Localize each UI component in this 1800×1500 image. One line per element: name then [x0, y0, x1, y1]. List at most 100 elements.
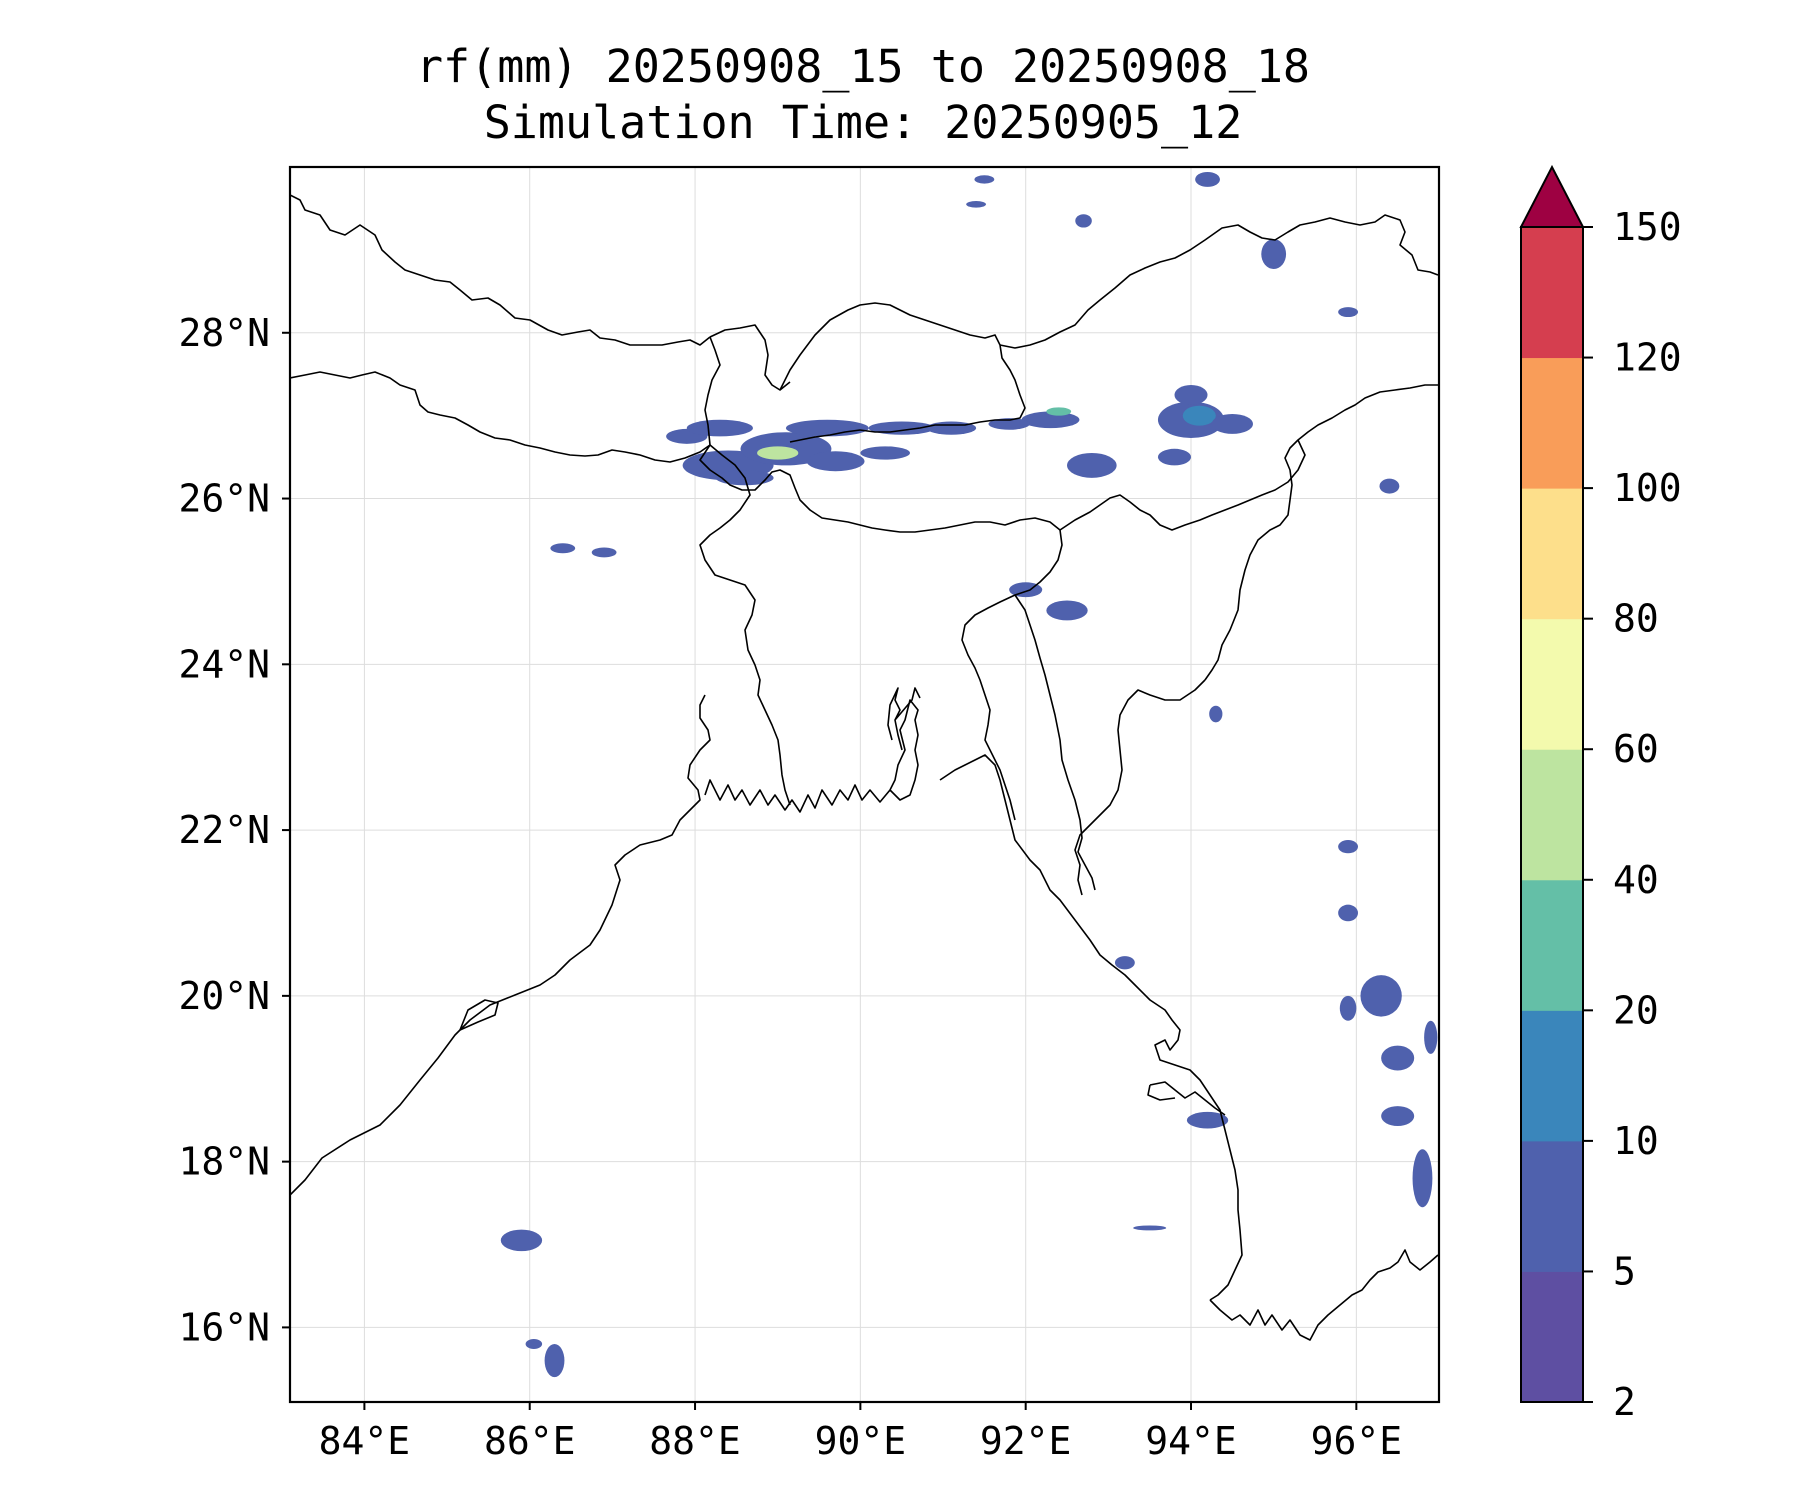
- rain-cell-13: [988, 418, 1030, 430]
- rain-cell-24: [966, 200, 987, 208]
- border-arunachal: [999, 214, 1439, 349]
- border-bhutan: [779, 302, 1026, 443]
- colorbar-label-2: 10: [1613, 1119, 1659, 1163]
- colorbar: 2 5 10 20 40 60 80 100 120 150: [1519, 164, 1682, 1424]
- rain-cell-14: [1067, 452, 1117, 478]
- rainfall-field: [500, 171, 1438, 1378]
- lon-tick-label-3: 90°E: [815, 1419, 907, 1463]
- coastline-myanmar-west: [939, 754, 1243, 1301]
- lat-tick-label-5: 26°N: [178, 477, 270, 521]
- map-gridlines: [290, 167, 1439, 1402]
- rain-cell-6: [686, 419, 753, 437]
- lon-tick-label-0: 84°E: [319, 1419, 411, 1463]
- colorbar-label-9: 150: [1613, 205, 1682, 249]
- colorbar-outline: [1520, 226, 1584, 1403]
- colorbar-label-3: 20: [1613, 988, 1659, 1032]
- lon-tick-label-4: 92°E: [980, 1419, 1072, 1463]
- rain-cell-28: [1046, 600, 1088, 621]
- rain-cell-40: [1412, 1149, 1433, 1208]
- colorbar-band-2: [1521, 1010, 1583, 1142]
- border-myanmar-interior: [1074, 679, 1206, 896]
- lon-tick-label-6: 96°E: [1311, 1419, 1403, 1463]
- colorbar-band-0: [1521, 1271, 1583, 1403]
- rain-cell-25: [1338, 307, 1358, 318]
- rain-cell-21: [1195, 171, 1220, 187]
- colorbar-band-6: [1521, 488, 1583, 620]
- rain-cell-42: [1424, 1020, 1438, 1054]
- map-title-line1: rf(mm) 20250908_15 to 20250908_18: [416, 40, 1310, 93]
- border-sikkim: [704, 324, 791, 446]
- colorbar-label-5: 60: [1613, 727, 1659, 771]
- rain-cell-7: [785, 419, 869, 437]
- colorbar-band-5: [1521, 618, 1583, 750]
- rain-cell-11: [1021, 411, 1080, 429]
- rain-cell-43: [1186, 1111, 1229, 1129]
- rain-cell-30: [550, 543, 576, 554]
- colorbar-band-3: [1521, 879, 1583, 1011]
- coastline-irrawaddy-delta: [1209, 1249, 1439, 1341]
- lat-tick-label-0: 16°N: [178, 1305, 270, 1349]
- coastline-ganges-mouth: [887, 687, 921, 751]
- colorbar-label-7: 100: [1613, 466, 1682, 510]
- rain-cell-20: [1261, 239, 1287, 269]
- border-bangladesh-west: [699, 444, 791, 806]
- coastline-bangladesh-delta: [704, 699, 919, 813]
- rain-cell-32: [500, 1229, 543, 1252]
- rain-cell-38: [1381, 1045, 1415, 1071]
- rain-cell-34: [525, 1339, 543, 1349]
- map-frame: [288, 165, 1441, 1404]
- rain-cell-23: [974, 175, 995, 184]
- colorbar-label-1: 5: [1613, 1249, 1636, 1293]
- border-tripura-mizoram: [1014, 594, 1096, 891]
- rain-cell-35: [1338, 904, 1358, 922]
- rain-cell-22: [1075, 214, 1092, 228]
- border-nepal-north: [290, 194, 711, 346]
- colorbar-label-4: 40: [1613, 858, 1659, 902]
- colorbar-label-0: 2: [1613, 1380, 1636, 1424]
- rain-cell-41: [1339, 995, 1357, 1021]
- colorbar-label-6: 80: [1613, 597, 1659, 641]
- rain-cell-29: [1209, 705, 1223, 723]
- coastline-india-east: [290, 694, 711, 1196]
- lon-tick-label-1: 86°E: [484, 1419, 576, 1463]
- rain-cell-26: [1379, 478, 1400, 494]
- rain-cell-45: [1133, 1225, 1167, 1231]
- colorbar-band-8: [1521, 227, 1583, 359]
- colorbar-band-7: [1521, 357, 1583, 489]
- coastline-mouths-islands: [1147, 1081, 1226, 1116]
- rain-cell-39: [1381, 1106, 1415, 1126]
- colorbar-label-8: 120: [1613, 336, 1682, 380]
- rain-cell-33: [544, 1343, 565, 1378]
- border-bangladesh-east: [961, 529, 1063, 821]
- rain-cell-37: [1360, 975, 1402, 1017]
- colorbar-band-4: [1521, 749, 1583, 881]
- colorbar-band-1: [1521, 1140, 1583, 1272]
- rain-cell-5: [806, 451, 865, 472]
- lon-tick-label-5: 94°E: [1145, 1419, 1237, 1463]
- rain-cell-3: [757, 446, 799, 460]
- colorbar-extend-arrow: [1519, 164, 1585, 228]
- lat-tick-label-1: 18°N: [178, 1140, 270, 1184]
- longitude-axis: 84°E 86°E 88°E 90°E 92°E 94°E 96°E: [319, 1402, 1402, 1463]
- rain-cell-18: [1174, 384, 1208, 405]
- rain-cell-17: [1211, 414, 1254, 434]
- rain-cell-44: [1114, 956, 1135, 970]
- rain-cell-9: [926, 421, 977, 435]
- border-assam-meghalaya: [1059, 439, 1306, 531]
- lat-tick-label-3: 22°N: [178, 808, 270, 852]
- rain-cell-36: [1338, 840, 1358, 854]
- rain-cell-31: [591, 547, 617, 558]
- border-nepal-india: [290, 371, 711, 463]
- coastline-odisha-lake: [459, 999, 499, 1031]
- border-india-bangladesh-north: [699, 444, 1061, 533]
- lat-tick-label-4: 24°N: [178, 642, 270, 686]
- latitude-axis: 16°N 18°N 20°N 22°N 24°N 26°N 28°N: [178, 311, 290, 1349]
- map-boundaries: [290, 194, 1439, 1341]
- rain-cell-10: [860, 446, 910, 460]
- rain-cell-16: [1182, 405, 1216, 426]
- lat-tick-label-2: 20°N: [178, 974, 270, 1018]
- lon-tick-label-2: 88°E: [649, 1419, 741, 1463]
- rain-cell-19: [1157, 448, 1192, 466]
- map-title-line2: Simulation Time: 20250905_12: [484, 96, 1243, 149]
